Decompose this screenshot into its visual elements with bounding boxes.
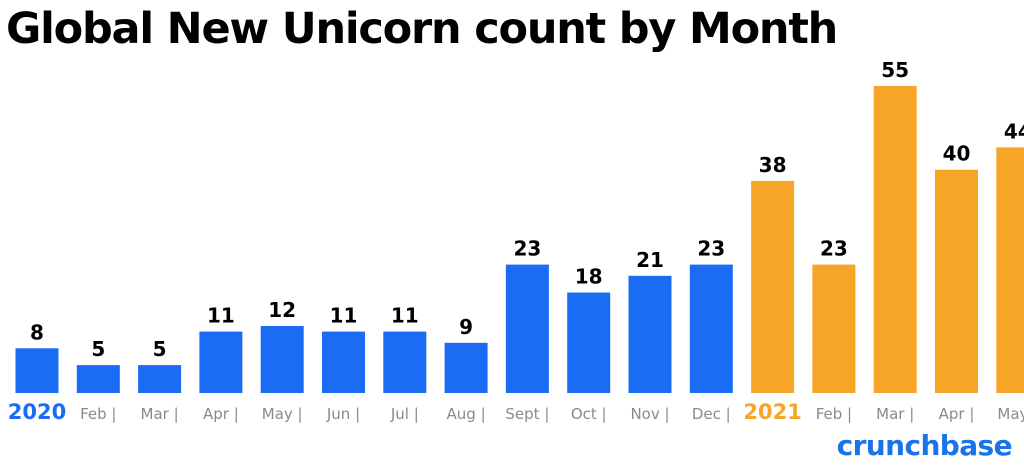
month-tick-label: Feb | [80,405,116,423]
bar-value-label: 23 [820,237,848,261]
bar [996,147,1024,393]
bar [322,331,365,393]
bars-layer [15,86,1024,393]
month-tick-label: Nov | [630,405,669,423]
month-tick-label: Apr | [203,405,239,423]
bar-value-label: 55 [881,58,909,82]
bar-value-label: 23 [697,237,725,261]
bar [260,326,304,393]
bar-value-label: 9 [459,315,473,339]
bar-value-label: 5 [91,337,105,361]
bar [689,264,733,393]
bar [138,365,182,393]
bar-value-label: 8 [30,320,44,344]
bar [505,264,549,393]
month-tick-label: Mar | [141,405,179,423]
bar [199,331,243,393]
chart-title: Global New Unicorn count by Month [6,4,838,54]
value-labels-layer: 855111211119231821233823554044 [30,58,1024,361]
bar [76,365,120,393]
bar-value-label: 11 [207,304,235,328]
year-label: 2020 [8,400,66,424]
bar [383,331,427,393]
bar [751,180,795,393]
bar-value-label: 11 [330,304,358,328]
month-tick-label: Jul | [390,405,419,423]
month-tick-label: Feb | [816,405,852,423]
bar-value-label: 44 [1004,119,1024,143]
bar-value-label: 18 [575,265,603,289]
month-tick-label: Oct | [571,405,607,423]
month-tick-label: Jun | [326,405,360,423]
bar-value-label: 38 [759,153,787,177]
bar [444,342,488,393]
month-tick-label: May | [997,405,1024,423]
month-tick-label: Mar | [876,405,914,423]
bar [935,169,978,393]
bar [873,86,917,393]
bar-value-label: 12 [268,298,296,322]
month-tick-label: May | [262,405,303,423]
bar-value-label: 40 [943,142,971,166]
year-label: 2021 [743,400,801,424]
bar [628,275,672,393]
month-tick-label: Aug | [447,405,486,423]
crunchbase-logo: crunchbase [836,429,1013,462]
bar-value-label: 23 [513,237,541,261]
month-tick-label: Apr | [939,405,975,423]
bar [567,292,611,393]
category-labels-layer: 2020 Feb | Mar | Apr | May | Jun | Jul | Aug | S… [8,400,1024,424]
bar-value-label: 5 [153,337,167,361]
month-tick-label: Sept | [505,405,549,423]
bar [15,348,59,393]
bar [812,264,856,393]
bar-value-label: 11 [391,304,419,328]
bar-value-label: 21 [636,248,664,272]
month-tick-label: Dec | [692,405,731,423]
